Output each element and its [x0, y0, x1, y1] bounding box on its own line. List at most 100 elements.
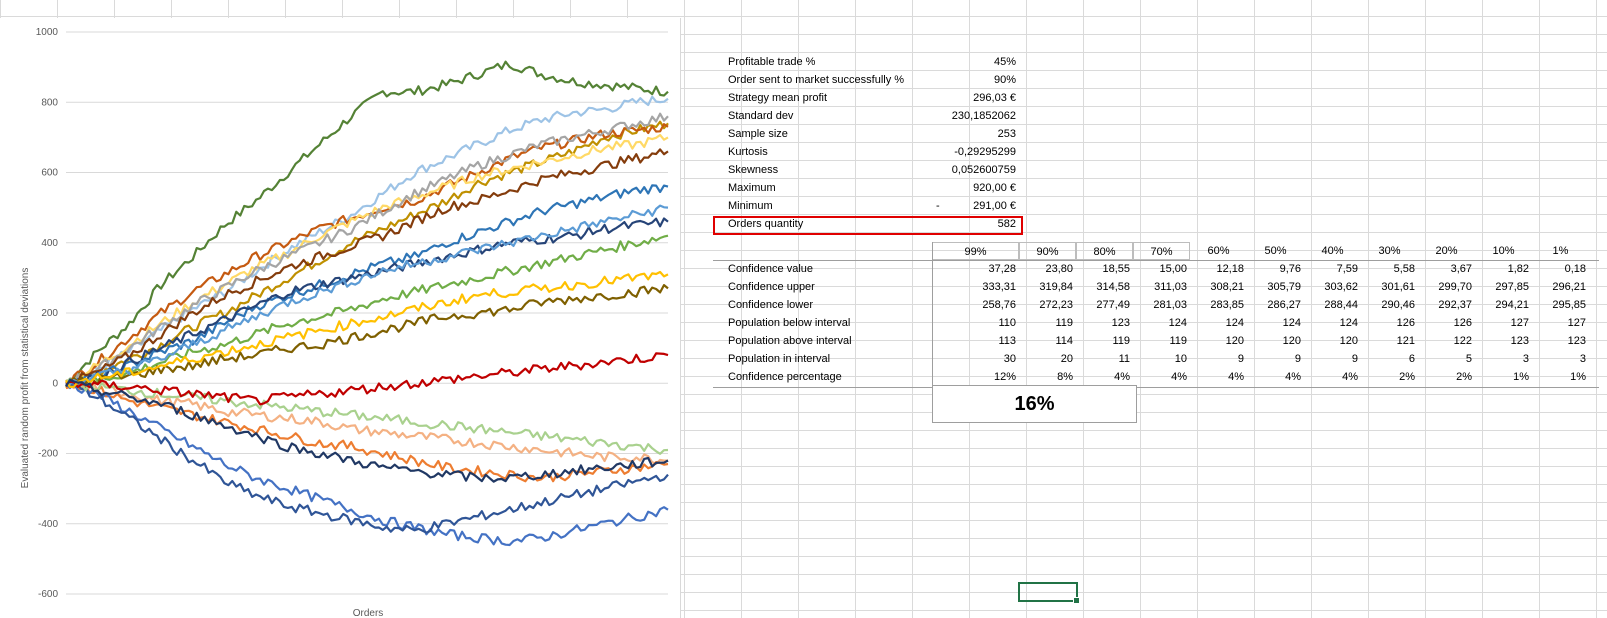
stat-value[interactable]: 291,00 €: [973, 200, 1016, 212]
confidence-cell[interactable]: 288,44: [1324, 299, 1358, 311]
series-line[interactable]: [65, 382, 669, 547]
confidence-cell[interactable]: 295,85: [1552, 299, 1586, 311]
confidence-cell[interactable]: 119: [1112, 335, 1130, 347]
confidence-cell[interactable]: 11: [1118, 353, 1130, 365]
confidence-cell[interactable]: 20: [1060, 353, 1073, 365]
confidence-cell[interactable]: 7,59: [1336, 263, 1358, 275]
confidence-cell[interactable]: 15,00: [1159, 263, 1187, 275]
stat-value[interactable]: 90%: [993, 74, 1016, 86]
confidence-cell[interactable]: 120: [1225, 335, 1244, 347]
confidence-cell[interactable]: 290,46: [1381, 299, 1415, 311]
confidence-cell[interactable]: 0,18: [1564, 263, 1586, 275]
stat-value[interactable]: -0,29295299: [954, 146, 1016, 158]
confidence-cell[interactable]: 319,84: [1039, 281, 1073, 293]
confidence-cell[interactable]: 12,18: [1216, 263, 1244, 275]
confidence-cell[interactable]: 121: [1396, 335, 1415, 347]
confidence-cell[interactable]: 126: [1396, 317, 1415, 329]
confidence-row-label[interactable]: Confidence upper: [728, 281, 815, 293]
confidence-cell[interactable]: 5,58: [1393, 263, 1415, 275]
series-line[interactable]: [65, 383, 669, 483]
stat-label[interactable]: Strategy mean profit: [728, 92, 828, 104]
series-line[interactable]: [65, 378, 669, 483]
confidence-cell[interactable]: 110: [998, 317, 1016, 329]
confidence-cell[interactable]: 9,76: [1279, 263, 1301, 275]
confidence-cell[interactable]: 272,23: [1039, 299, 1073, 311]
confidence-cell[interactable]: 114: [1055, 335, 1073, 347]
confidence-row-label[interactable]: Confidence value: [728, 263, 814, 275]
selected-cell[interactable]: [1018, 582, 1080, 604]
confidence-cell[interactable]: 311,03: [1154, 281, 1187, 293]
confidence-cell[interactable]: 37,28: [988, 263, 1016, 275]
stat-value[interactable]: 45%: [993, 56, 1016, 68]
series-line[interactable]: [65, 148, 669, 388]
confidence-cell[interactable]: 4%: [1285, 371, 1301, 383]
stat-label[interactable]: Kurtosis: [728, 146, 768, 158]
confidence-level-header[interactable]: 50%: [1264, 245, 1287, 257]
confidence-cell[interactable]: 294,21: [1495, 299, 1529, 311]
confidence-row-label[interactable]: Confidence lower: [728, 299, 813, 311]
confidence-row-label[interactable]: Confidence percentage: [728, 371, 842, 383]
stat-label[interactable]: Standard dev: [728, 110, 794, 122]
confidence-cell[interactable]: 12%: [993, 371, 1016, 383]
confidence-cell[interactable]: 283,85: [1210, 299, 1244, 311]
confidence-cell[interactable]: 314,58: [1096, 281, 1130, 293]
confidence-level-header[interactable]: 70%: [1133, 242, 1190, 260]
series-line[interactable]: [65, 270, 669, 389]
stat-label[interactable]: Minimum: [728, 200, 773, 212]
confidence-cell[interactable]: 3,67: [1450, 263, 1472, 275]
confidence-level-header[interactable]: 10%: [1492, 245, 1515, 257]
stat-label[interactable]: Profitable trade %: [728, 56, 816, 68]
confidence-cell[interactable]: 281,03: [1153, 299, 1187, 311]
stat-label[interactable]: Skewness: [728, 164, 779, 176]
series-line[interactable]: [65, 120, 669, 389]
confidence-cell[interactable]: 296,21: [1552, 281, 1586, 293]
confidence-cell[interactable]: 124: [1225, 317, 1244, 329]
confidence-level-header[interactable]: 80%: [1076, 242, 1133, 260]
confidence-level-header[interactable]: 1%: [1552, 245, 1569, 257]
confidence-cell[interactable]: 4%: [1114, 371, 1130, 383]
confidence-level-header[interactable]: 60%: [1207, 245, 1230, 257]
confidence-cell[interactable]: 1,82: [1507, 263, 1529, 275]
confidence-cell[interactable]: 2%: [1456, 371, 1472, 383]
confidence-cell[interactable]: 277,49: [1096, 299, 1130, 311]
confidence-level-header[interactable]: 90%: [1019, 242, 1076, 260]
confidence-cell[interactable]: 6: [1408, 353, 1415, 365]
line-chart[interactable]: 1000 800 600 400 200 0 -200 -400 -600 Evaluated …: [0, 18, 681, 618]
confidence-cell[interactable]: 258,76: [982, 299, 1016, 311]
confidence-cell[interactable]: 123: [1567, 335, 1586, 347]
confidence-cell[interactable]: 301,61: [1381, 281, 1415, 293]
confidence-cell[interactable]: 4%: [1171, 371, 1187, 383]
confidence-cell[interactable]: 1%: [1570, 371, 1586, 383]
confidence-cell[interactable]: 292,37: [1438, 299, 1472, 311]
confidence-cell[interactable]: 120: [1282, 335, 1301, 347]
confidence-cell[interactable]: 10: [1174, 353, 1187, 365]
confidence-level-header[interactable]: 20%: [1435, 245, 1458, 257]
confidence-row-label[interactable]: Population in interval: [728, 353, 831, 365]
confidence-cell[interactable]: 30: [1003, 353, 1016, 365]
series-line[interactable]: [65, 112, 669, 386]
confidence-cell[interactable]: 305,79: [1267, 281, 1301, 293]
confidence-cell[interactable]: 9: [1294, 353, 1301, 365]
confidence-cell[interactable]: 333,31: [982, 281, 1016, 293]
confidence-row-label[interactable]: Population above interval: [728, 335, 852, 347]
confidence-cell[interactable]: 4%: [1342, 371, 1358, 383]
confidence-cell[interactable]: 299,70: [1438, 281, 1472, 293]
confidence-cell[interactable]: 127: [1510, 317, 1529, 329]
series-line[interactable]: [65, 60, 669, 385]
stat-value[interactable]: 230,1852062: [951, 110, 1016, 122]
series-line[interactable]: [65, 95, 669, 388]
confidence-cell[interactable]: 1%: [1513, 371, 1529, 383]
stat-value[interactable]: 0,052600759: [951, 164, 1016, 176]
confidence-cell[interactable]: 4%: [1228, 371, 1244, 383]
confidence-row-label[interactable]: Population below interval: [728, 317, 851, 329]
series-line[interactable]: [65, 217, 669, 387]
confidence-cell[interactable]: 3: [1522, 353, 1529, 365]
series-line[interactable]: [65, 379, 669, 465]
confidence-cell[interactable]: 8%: [1057, 371, 1073, 383]
confidence-cell[interactable]: 119: [1055, 317, 1073, 329]
confidence-cell[interactable]: 297,85: [1495, 281, 1529, 293]
series-line[interactable]: [65, 204, 669, 386]
confidence-cell[interactable]: 18,55: [1102, 263, 1130, 275]
series-line[interactable]: [65, 123, 669, 388]
confidence-cell[interactable]: 9: [1237, 353, 1244, 365]
